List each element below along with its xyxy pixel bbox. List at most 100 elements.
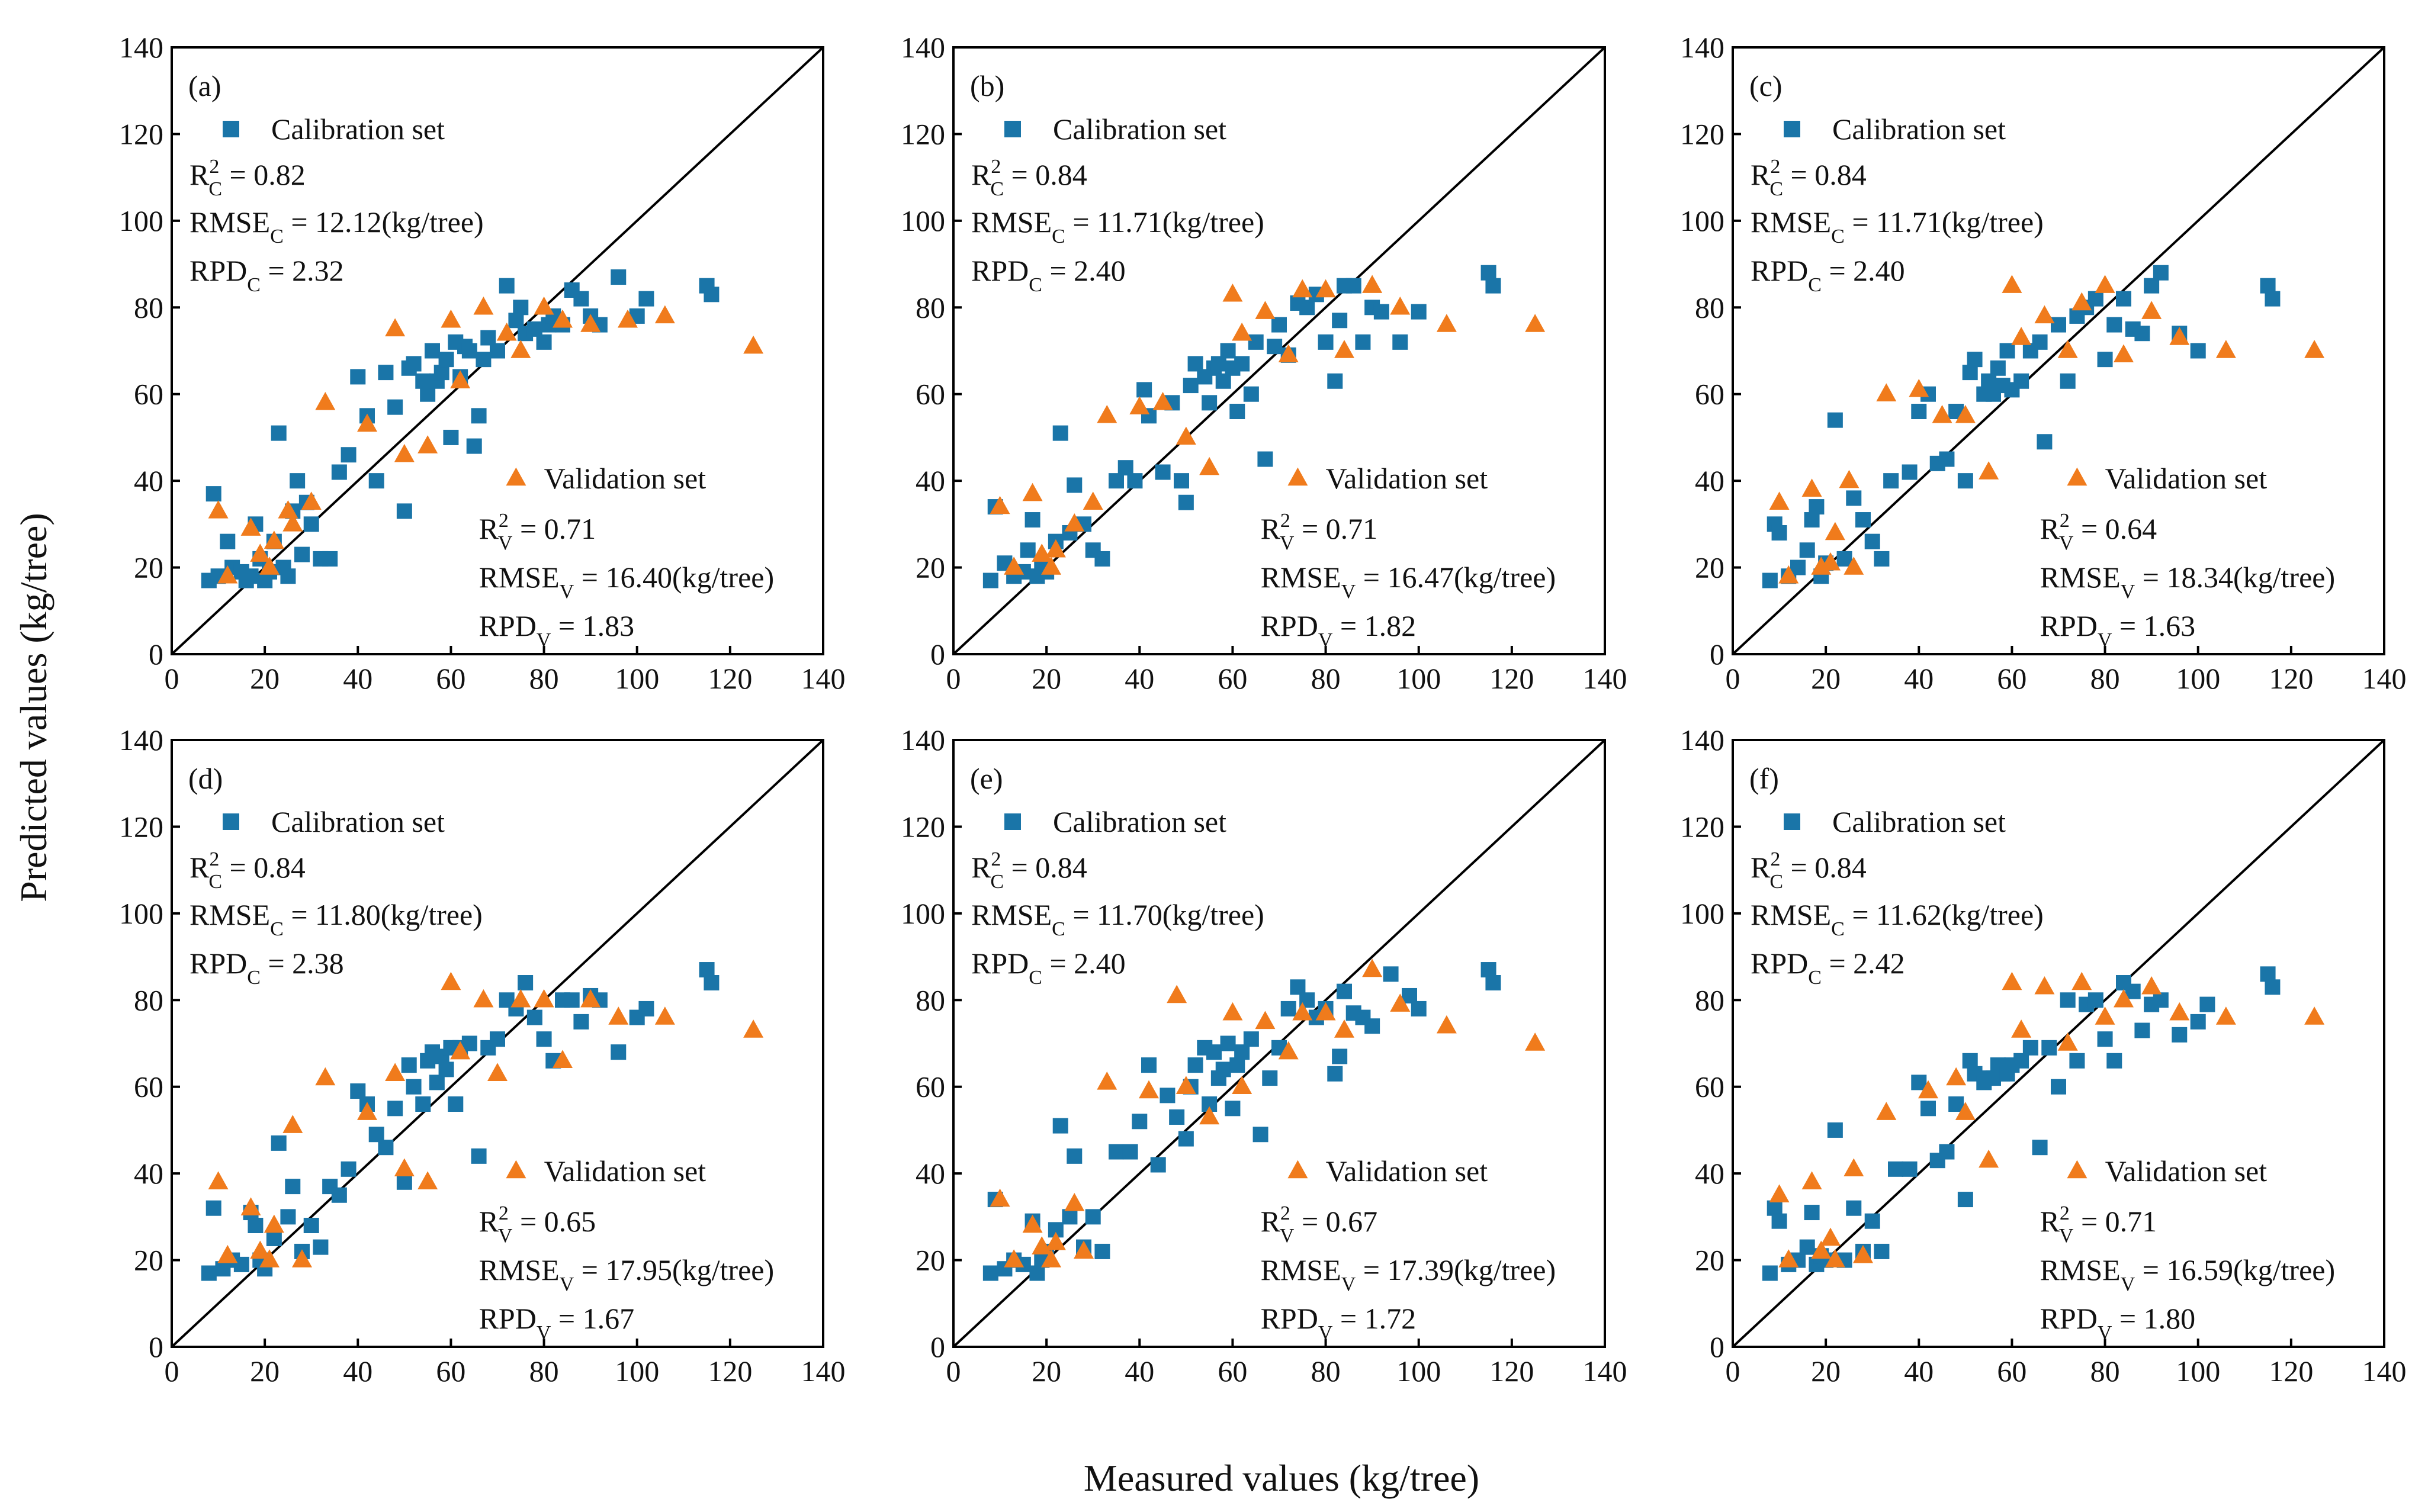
calibration-point: [1373, 304, 1389, 320]
validation-point: [1811, 1240, 1832, 1259]
calibration-point: [513, 300, 529, 316]
calibration-point: [490, 1031, 505, 1047]
calibration-rpd-value: = 2.42: [1822, 947, 1905, 980]
calibration-r2-symbol: R: [971, 158, 991, 191]
calibration-rpd-sub: C: [1029, 967, 1042, 989]
x-tick-label: 20: [1032, 1355, 1061, 1388]
validation-point: [282, 1115, 303, 1133]
calibration-point: [1029, 1265, 1045, 1281]
validation-point: [1955, 1102, 1976, 1120]
validation-rmse-symbol: RMSE: [1261, 1253, 1341, 1286]
calibration-point: [2013, 373, 2029, 389]
validation-point: [1932, 404, 1952, 423]
validation-rmse-symbol: RMSE: [2040, 561, 2121, 594]
plot-frame: [1732, 739, 2385, 1348]
calibration-point: [1187, 356, 1203, 372]
calibration-point: [1136, 382, 1152, 398]
calibration-point: [350, 369, 366, 385]
validation-point: [534, 989, 554, 1008]
y-tick-label: 80: [1695, 983, 1724, 1016]
x-tick-label: 20: [1811, 1355, 1841, 1388]
validation-point: [1820, 552, 1841, 571]
y-tick-label: 0: [149, 638, 163, 671]
validation-point: [473, 989, 494, 1008]
calibration-point: [1067, 477, 1083, 493]
calibration-point: [1160, 1088, 1176, 1104]
calibration-point: [341, 447, 357, 463]
validation-point: [654, 305, 675, 324]
validation-point: [1769, 1184, 1790, 1202]
calibration-point: [2134, 326, 2150, 342]
calibration-point: [1939, 1144, 1955, 1160]
calibration-point: [350, 1083, 366, 1099]
x-tick-label: 140: [2362, 662, 2407, 695]
calibration-point: [1155, 464, 1171, 480]
validation-legend-label: Validation set: [544, 462, 706, 495]
calibration-point: [1206, 1044, 1222, 1060]
validation-rpd-sub: V: [1318, 1322, 1333, 1344]
x-tick-label: 120: [708, 1355, 752, 1388]
validation-point: [1769, 491, 1790, 510]
calibration-point: [2032, 334, 2048, 350]
validation-point: [1525, 314, 1546, 332]
x-tick-label: 40: [343, 662, 372, 695]
validation-point: [208, 500, 229, 519]
calibration-point: [1109, 473, 1124, 489]
validation-point: [1390, 993, 1411, 1012]
calibration-point: [1981, 373, 1997, 389]
validation-point: [2011, 1019, 2032, 1038]
y-tick-label: 20: [134, 551, 163, 584]
calibration-point: [2190, 343, 2206, 359]
calibration-legend-marker: [223, 813, 239, 830]
validation-point: [1022, 1214, 1043, 1233]
calibration-point: [1804, 1205, 1820, 1221]
validation-rpd: RPDV = 1.83: [479, 609, 635, 651]
x-tick-label: 60: [1218, 662, 1247, 695]
calibration-point: [699, 962, 715, 978]
validation-r2-sub: V: [498, 1225, 513, 1247]
calibration-point: [438, 352, 454, 368]
calibration-point: [1215, 373, 1231, 389]
calibration-point: [1052, 1118, 1068, 1134]
calibration-point: [471, 408, 487, 424]
validation-rmse-sub: V: [560, 1273, 574, 1295]
validation-rmse-symbol: RMSE: [479, 561, 560, 594]
calibration-rpd-symbol: RPD: [971, 254, 1029, 287]
validation-point: [441, 309, 461, 328]
validation-r2: R2 V = 0.71: [479, 510, 596, 554]
calibration-point: [425, 343, 440, 359]
validation-point: [2034, 976, 2055, 995]
calibration-point: [1392, 334, 1408, 350]
calibration-legend-label: Calibration set: [271, 805, 445, 838]
validation-point: [292, 1249, 312, 1267]
calibration-point: [2051, 317, 2066, 333]
calibration-point: [1327, 373, 1343, 389]
validation-point: [1255, 301, 1276, 319]
calibration-point: [1150, 1157, 1166, 1173]
calibration-point: [205, 486, 221, 502]
calibration-point: [205, 1200, 221, 1216]
calibration-point: [499, 278, 515, 294]
calibration-point: [1948, 1096, 1964, 1112]
calibration-point: [448, 1096, 464, 1112]
validation-r2-symbol: R: [2040, 1205, 2060, 1238]
calibration-point: [2260, 278, 2276, 294]
calibration-r2: R2 C = 0.84: [1751, 156, 1867, 200]
validation-point: [264, 1214, 284, 1233]
validation-rpd: RPDV = 1.72: [1261, 1302, 1417, 1344]
x-tick-label: 120: [2269, 662, 2313, 695]
validation-point: [2095, 1006, 2115, 1025]
calibration-rpd-value: = 2.32: [261, 254, 344, 287]
calibration-rpd-value: = 2.40: [1822, 254, 1905, 287]
validation-r2-sup: 2: [1280, 1202, 1290, 1224]
calibration-point: [1318, 334, 1334, 350]
calibration-rpd-sub: C: [1029, 274, 1042, 296]
x-tick-label: 40: [1904, 662, 1934, 695]
calibration-rmse: RMSEC = 11.80(kg/tree): [190, 898, 483, 940]
calibration-point: [368, 473, 384, 489]
calibration-r2-sub: C: [1769, 871, 1783, 893]
calibration-r2-symbol: R: [190, 158, 210, 191]
validation-point: [1876, 1102, 1897, 1120]
validation-point: [2057, 340, 2078, 358]
